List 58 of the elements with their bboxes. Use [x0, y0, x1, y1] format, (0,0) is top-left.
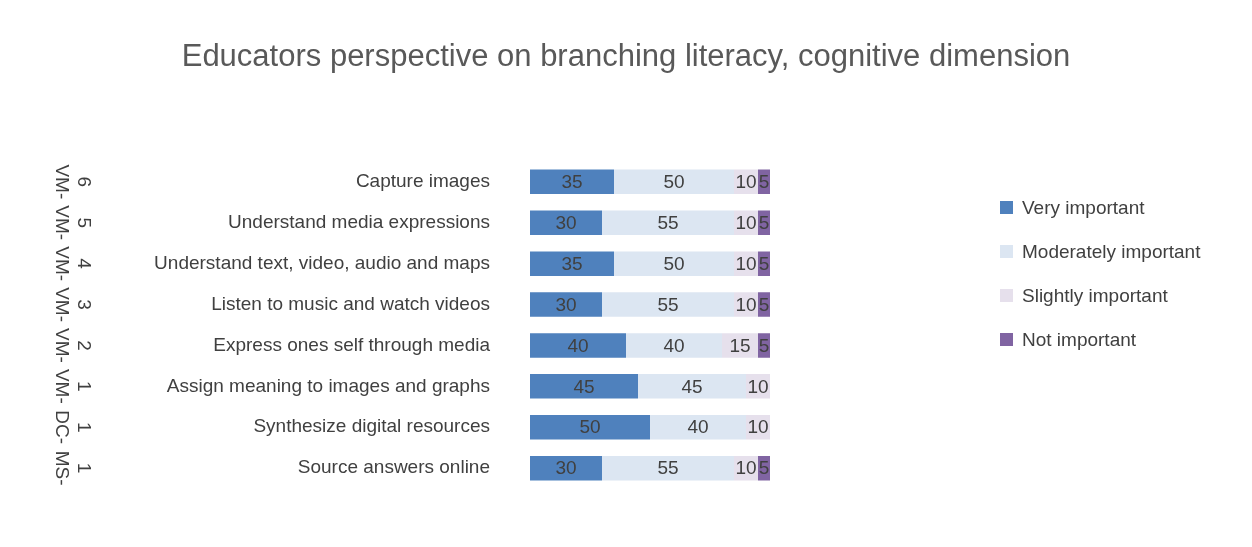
bar: [530, 169, 614, 195]
text: VM-6: [51, 164, 95, 200]
data-label: 5: [758, 457, 770, 479]
bar: [530, 251, 614, 276]
text: DC-1: [51, 410, 95, 445]
data-label: 10: [735, 171, 757, 193]
data-label: 5: [758, 334, 770, 356]
data-label: 40: [567, 334, 589, 356]
data-label: 40: [687, 416, 709, 438]
chart-title: Educators perspective on branching literacy, cognitive dimension: [180, 38, 1072, 74]
data-label: 40: [663, 334, 685, 356]
data-label: 45: [681, 375, 703, 397]
y-tick-label: Understand media expressions: [228, 210, 490, 232]
data-label: 10: [747, 416, 769, 438]
text: VM-4: [51, 246, 95, 282]
data-label: 55: [657, 293, 679, 315]
legend-label: Moderately important: [1022, 240, 1201, 263]
data-label: 5: [758, 171, 770, 193]
data-label: 55: [657, 457, 679, 479]
text: VM-5: [51, 205, 95, 241]
text: MS-1: [51, 450, 95, 486]
bar: [530, 292, 602, 317]
text: VM-3: [51, 287, 95, 322]
legend-label: Not important: [1022, 328, 1137, 351]
legend-label: Slightly important: [1022, 284, 1168, 307]
data-label: 45: [573, 375, 595, 397]
bar: [530, 333, 626, 358]
data-label: 50: [579, 416, 601, 438]
data-label: 50: [663, 252, 685, 274]
data-label: 50: [663, 171, 685, 193]
data-label: 30: [555, 293, 577, 315]
data-label: 10: [735, 252, 757, 274]
data-label: 5: [758, 293, 770, 315]
data-label: 10: [735, 211, 757, 233]
legend-label: Very important: [1022, 196, 1145, 219]
data-label: 30: [555, 457, 577, 479]
y-tick-label: Listen to music and watch videos: [211, 292, 490, 314]
y-tick-label: Assign meaning to images and graphs: [166, 374, 490, 396]
data-label: 5: [758, 211, 770, 233]
y-tick-label: Capture images: [355, 170, 490, 192]
y-tick-label: Understand text, video, audio and maps: [154, 251, 490, 273]
data-label: 55: [657, 211, 679, 233]
data-label: 35: [561, 171, 583, 193]
bar: [530, 210, 602, 236]
y-tick-label: Express ones self through media: [213, 333, 491, 355]
data-label: 30: [555, 211, 577, 233]
bar: [530, 414, 650, 440]
data-label: 10: [735, 457, 757, 479]
data-label: 15: [729, 334, 751, 356]
data-label: 10: [747, 375, 769, 397]
data-label: 35: [561, 252, 583, 274]
text: VM-2: [51, 328, 95, 363]
data-label: 10: [735, 293, 757, 315]
y-tick-label: Synthesize digital resources: [253, 415, 490, 437]
text: VM-1: [51, 368, 95, 404]
bar: [530, 374, 638, 399]
data-label: 5: [758, 252, 770, 274]
y-tick-label: Source answers online: [297, 456, 490, 478]
